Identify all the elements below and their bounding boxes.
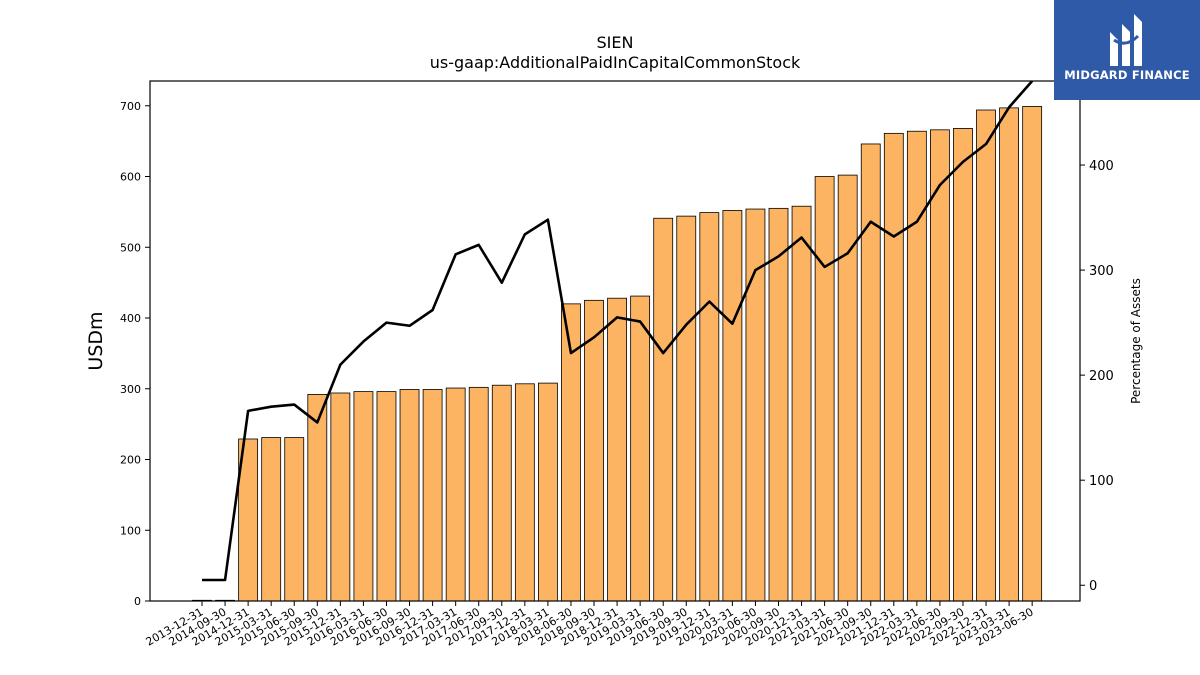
bar-2020-12-31 [791,205,812,602]
y2-axis-label: Percentage of Assets [1129,278,1143,404]
y-tick-label: 300 [120,383,141,396]
y-tick-label: 500 [120,241,141,254]
logo-text: MIDGARD FINANCE [1064,68,1190,82]
y2-tick-label: 200 [1089,369,1114,384]
bar-2021-12-31 [883,132,904,602]
bar-2023-03-31 [999,107,1019,602]
y2-tick-label: 0 [1089,579,1097,594]
y2-tick-label: 300 [1089,264,1114,279]
line-series [202,81,1034,582]
bar-2021-09-30 [860,143,881,602]
y-axis: 0 100 200 300 400 500 600 700 [120,100,150,608]
chart-title: SIEN [597,33,634,52]
y2-tick-label: 400 [1089,159,1114,174]
x-axis: 2013-12-312014-09-302014-12-312015-03-31… [144,601,1036,649]
bar-2015-03-31 [261,437,282,602]
y-tick-label: 400 [120,312,141,325]
bar-2022-09-30 [953,127,973,602]
bar-2015-09-30 [307,394,328,602]
bar-2019-12-31 [699,212,720,602]
y2-tick-label: 100 [1089,474,1114,489]
bar-2016-12-31 [422,389,443,602]
bar-series [192,106,1043,602]
bar-2018-03-31 [538,382,558,602]
bar-2016-09-30 [399,389,420,602]
bar-2017-06-30 [468,386,489,602]
bar-2015-06-30 [284,437,305,602]
midgard-logo-icon [1110,14,1142,66]
bar-2023-06-30 [1022,106,1043,602]
bar-2019-06-30 [653,217,674,602]
bar-2020-03-31 [722,210,743,602]
bar-2021-06-30 [837,174,858,602]
chart-subtitle: us-gaap:AdditionalPaidInCapitalCommonSto… [430,53,801,72]
y-tick-label: 200 [120,454,141,467]
bar-2018-09-30 [584,299,604,602]
bar-2015-12-31 [330,392,351,602]
bar-2019-09-30 [676,215,697,602]
y-tick-label: 700 [120,100,141,113]
y-tick-label: 0 [134,595,141,608]
bar-2022-03-31 [906,130,927,602]
bar-2020-09-30 [768,207,789,602]
y-tick-label: 600 [120,171,141,184]
bar-2016-03-31 [353,391,374,602]
bar-2022-06-30 [930,129,950,602]
bar-2017-03-31 [445,387,466,602]
bar-2021-03-31 [814,176,835,602]
y-tick-label: 100 [120,524,141,537]
bar-2017-12-31 [514,383,535,602]
bar-2018-12-31 [607,297,627,602]
bar-2022-12-31 [976,109,996,602]
y-axis-label: USDm [85,311,107,370]
bar-2020-06-30 [745,208,766,602]
bar-2017-09-30 [491,384,512,602]
plot-frame [149,80,1081,602]
percentage-of-assets-line [202,81,1034,582]
y2-axis: 0 100 200 300 400 [1080,159,1114,594]
bar-2019-03-31 [630,295,651,602]
brand-logo: MIDGARD FINANCE [1054,0,1200,100]
bar-2016-06-30 [376,391,397,602]
